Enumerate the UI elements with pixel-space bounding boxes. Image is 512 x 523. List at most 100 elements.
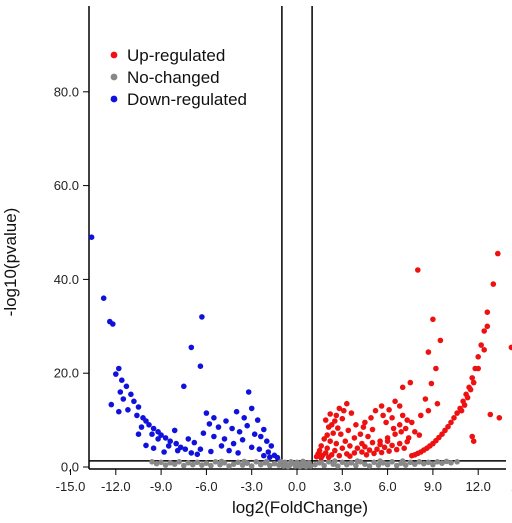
point-no-changed xyxy=(199,462,205,468)
point-up-regulated xyxy=(313,453,320,460)
point-up-regulated xyxy=(481,347,488,353)
point-no-changed xyxy=(332,458,338,464)
legend: Up-regulated No-changed Down-regulated xyxy=(110,46,247,109)
point-up-regulated xyxy=(433,365,439,372)
point-no-changed xyxy=(285,463,291,470)
point-down-regulated xyxy=(150,445,157,452)
point-down-regulated xyxy=(188,344,195,351)
point-up-regulated xyxy=(390,425,397,432)
point-no-changed xyxy=(371,459,377,466)
point-up-regulated xyxy=(333,440,340,447)
point-down-regulated xyxy=(131,398,137,405)
point-no-changed xyxy=(226,463,232,469)
point-no-changed xyxy=(434,459,441,465)
point-up-regulated xyxy=(372,407,379,414)
point-up-regulated xyxy=(345,427,352,434)
point-down-regulated xyxy=(149,431,155,438)
point-up-regulated xyxy=(478,342,485,348)
point-no-changed xyxy=(267,462,273,469)
point-down-regulated xyxy=(158,432,164,438)
point-no-changed xyxy=(300,458,306,465)
point-down-regulated xyxy=(174,447,181,454)
point-up-regulated xyxy=(402,425,409,432)
point-up-regulated xyxy=(487,411,494,418)
point-down-regulated xyxy=(167,438,173,445)
y-axis-ticks: 0.0 20.0 40.0 60.0 80.0 xyxy=(54,84,89,475)
point-no-changed xyxy=(153,460,160,467)
point-down-regulated xyxy=(125,407,131,413)
point-up-regulated xyxy=(475,365,482,372)
point-up-regulated xyxy=(401,445,408,452)
point-up-regulated xyxy=(430,316,436,323)
point-no-changed xyxy=(339,459,346,466)
point-up-regulated xyxy=(339,445,346,452)
point-up-regulated xyxy=(445,423,451,430)
y-tick-label: 40.0 xyxy=(54,272,79,287)
point-down-regulated xyxy=(138,424,145,430)
point-down-regulated xyxy=(203,410,210,416)
point-no-changed xyxy=(190,461,196,468)
point-up-regulated xyxy=(347,453,353,460)
point-up-regulated xyxy=(318,454,325,461)
point-down-regulated xyxy=(211,415,217,421)
point-up-regulated xyxy=(330,430,337,437)
point-up-regulated xyxy=(369,426,376,433)
x-tick-label: 9.0 xyxy=(424,479,442,494)
point-up-regulated xyxy=(469,433,476,440)
point-down-regulated xyxy=(182,446,189,453)
point-up-regulated xyxy=(461,402,468,408)
point-down-regulated xyxy=(226,447,232,454)
point-up-regulated xyxy=(458,407,465,414)
point-up-regulated xyxy=(339,415,346,422)
point-no-changed xyxy=(402,462,409,468)
point-no-changed xyxy=(241,458,247,465)
point-up-regulated xyxy=(495,250,501,257)
x-tick-label: -12.0 xyxy=(101,479,131,494)
point-up-regulated xyxy=(490,281,497,287)
legend-label-down-regulated: Down-regulated xyxy=(127,90,247,109)
point-down-regulated xyxy=(230,440,237,447)
point-no-changed xyxy=(303,463,309,470)
point-up-regulated xyxy=(342,438,349,445)
point-up-regulated xyxy=(327,411,334,417)
point-no-changed xyxy=(443,458,450,465)
point-up-regulated xyxy=(380,412,386,419)
point-up-regulated xyxy=(454,410,460,416)
point-down-regulated xyxy=(215,424,222,430)
point-up-regulated xyxy=(348,410,355,416)
point-down-regulated xyxy=(245,389,252,395)
point-no-changed xyxy=(412,461,418,468)
point-down-regulated xyxy=(113,371,119,377)
point-up-regulated xyxy=(393,446,400,453)
point-up-regulated xyxy=(366,447,373,453)
point-up-regulated xyxy=(412,429,418,435)
point-down-regulated xyxy=(128,391,134,398)
point-down-regulated xyxy=(218,443,225,449)
point-no-changed xyxy=(149,459,155,465)
y-tick-label: 60.0 xyxy=(54,178,79,193)
point-up-regulated xyxy=(324,432,331,438)
point-down-regulated xyxy=(119,377,125,384)
point-down-regulated xyxy=(194,451,201,458)
point-up-regulated xyxy=(418,412,424,419)
point-down-regulated xyxy=(162,435,169,441)
point-no-changed xyxy=(362,461,368,468)
point-up-regulated xyxy=(428,380,435,387)
point-down-regulated xyxy=(208,448,214,455)
point-down-regulated xyxy=(88,234,95,240)
point-up-regulated xyxy=(359,449,365,455)
point-up-regulated xyxy=(338,431,344,438)
point-up-regulated xyxy=(325,424,332,430)
point-no-changed xyxy=(288,459,294,465)
point-up-regulated xyxy=(470,438,477,445)
point-no-changed xyxy=(253,459,259,465)
x-tick-label: 3.0 xyxy=(333,479,351,494)
point-no-changed xyxy=(416,459,423,465)
point-down-regulated xyxy=(256,446,263,453)
point-down-regulated xyxy=(223,418,229,424)
point-down-regulated xyxy=(197,446,204,453)
x-tick-label: -3.0 xyxy=(240,479,262,494)
point-down-regulated xyxy=(117,389,124,395)
point-no-changed xyxy=(407,459,414,466)
point-no-changed xyxy=(325,459,332,465)
